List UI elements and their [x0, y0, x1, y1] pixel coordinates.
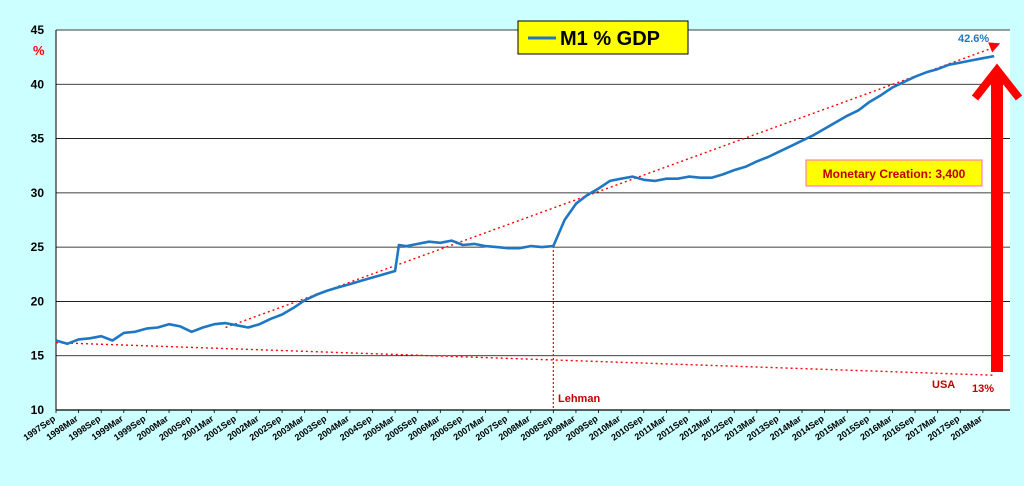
- legend-box: M1 % GDP: [517, 20, 689, 55]
- end-value-label: 42.6%: [958, 33, 989, 45]
- y-axis-unit-label: %: [33, 43, 45, 58]
- y-tick-35: 35: [31, 132, 45, 146]
- grid-lines: [55, 29, 1010, 413]
- monetary-creation-box: Monetary Creation: 3,400: [805, 159, 983, 187]
- arrow-shaft: [991, 74, 1003, 372]
- y-tick-10: 10: [31, 403, 45, 417]
- x-tick-labels: 1997Sep1998Mar1998Sep1999Mar1999Sep2000M…: [21, 413, 984, 442]
- y-tick-labels: 10 15 20 25 30 35 40 45: [31, 23, 45, 417]
- monetary-creation-label: Monetary Creation: 3,400: [823, 167, 966, 181]
- y-tick-40: 40: [31, 77, 45, 91]
- monetary-creation-background: [805, 159, 983, 187]
- y-tick-25: 25: [31, 240, 45, 254]
- monetary-creation-arrow: [971, 63, 1023, 372]
- series-line-m1-gdp: [55, 54, 995, 346]
- legend-title: M1 % GDP: [560, 28, 660, 50]
- trend-lines: [55, 42, 1001, 376]
- lower-trend-line: [55, 341, 995, 376]
- upper-trend-arrowhead: [988, 42, 1001, 53]
- plot-area: [56, 30, 1010, 410]
- y-tick-30: 30: [31, 186, 45, 200]
- usa-percent-label: 13%: [972, 383, 994, 395]
- usa-label: USA: [932, 379, 955, 391]
- y-tick-20: 20: [31, 294, 45, 308]
- y-tick-45: 45: [31, 23, 45, 37]
- arrow-head: [971, 63, 1023, 101]
- upper-trend-line: [225, 46, 995, 329]
- y-tick-15: 15: [31, 349, 45, 363]
- lehman-label: Lehman: [558, 393, 600, 405]
